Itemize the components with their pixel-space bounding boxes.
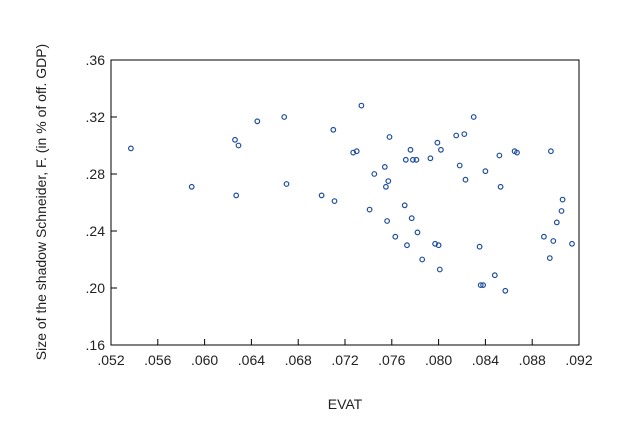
data-point bbox=[482, 168, 489, 175]
data-point bbox=[497, 183, 504, 190]
data-point bbox=[496, 152, 503, 159]
data-point bbox=[254, 118, 261, 125]
data-point bbox=[318, 192, 325, 199]
data-point bbox=[392, 233, 399, 240]
data-point bbox=[414, 229, 421, 236]
data-point bbox=[502, 287, 509, 294]
data-point bbox=[491, 272, 498, 279]
y-tick-label: .36 bbox=[86, 52, 106, 68]
data-point bbox=[569, 240, 575, 247]
y-tick-label: .16 bbox=[86, 337, 106, 353]
data-point bbox=[188, 183, 195, 190]
data-point bbox=[371, 171, 378, 177]
data-point bbox=[281, 114, 288, 120]
x-axis: .052 .056 .060 .064 .068 .072 .076 .080 .084 .088… bbox=[97, 339, 593, 368]
data-point bbox=[235, 142, 242, 149]
data-point bbox=[233, 192, 240, 199]
data-point bbox=[434, 139, 441, 146]
data-point bbox=[404, 242, 410, 249]
data-point bbox=[427, 155, 434, 162]
data-point bbox=[408, 215, 415, 222]
y-tick-label: .28 bbox=[86, 166, 106, 182]
data-point bbox=[550, 238, 557, 244]
data-point bbox=[402, 156, 409, 163]
data-point bbox=[366, 206, 373, 213]
data-point bbox=[413, 156, 420, 163]
data-point bbox=[419, 256, 426, 263]
data-point bbox=[480, 282, 487, 289]
data-point bbox=[331, 198, 338, 205]
data-point bbox=[558, 208, 565, 214]
data-point bbox=[435, 242, 442, 249]
data-points bbox=[127, 102, 575, 294]
data-point bbox=[127, 145, 134, 152]
x-tick-label: .068 bbox=[285, 352, 312, 368]
x-tick-label: .080 bbox=[425, 352, 452, 368]
x-tick-label: .072 bbox=[331, 352, 358, 368]
plot-area-frame bbox=[110, 59, 580, 346]
y-axis: .16 .20 .24 .28 .32 .36 bbox=[86, 52, 117, 353]
data-point bbox=[462, 176, 469, 183]
data-point bbox=[330, 126, 337, 133]
data-point bbox=[283, 181, 290, 187]
data-point bbox=[548, 148, 554, 155]
data-point bbox=[477, 282, 484, 289]
data-point bbox=[358, 102, 365, 109]
y-tick-label: .24 bbox=[86, 223, 106, 239]
x-tick-label: .056 bbox=[144, 352, 171, 368]
data-point bbox=[410, 156, 416, 163]
data-point bbox=[546, 255, 553, 262]
y-axis-title: Size of the shadow Schneider, F. (in % o… bbox=[33, 44, 49, 360]
data-point bbox=[385, 178, 392, 185]
x-tick-label: .076 bbox=[378, 352, 405, 368]
data-point bbox=[353, 148, 360, 155]
data-point bbox=[401, 202, 408, 209]
data-point bbox=[541, 233, 547, 240]
x-tick-label: .084 bbox=[472, 352, 499, 368]
x-tick-label: .092 bbox=[565, 352, 592, 368]
data-point bbox=[476, 243, 483, 250]
data-point bbox=[461, 131, 468, 138]
data-point bbox=[470, 114, 477, 120]
x-tick-label: .064 bbox=[238, 352, 265, 368]
x-axis-title: EVAT bbox=[328, 396, 363, 412]
y-tick-label: .32 bbox=[86, 109, 106, 125]
data-point bbox=[436, 266, 443, 273]
data-point bbox=[381, 163, 388, 170]
data-point bbox=[456, 162, 463, 169]
data-point bbox=[386, 134, 393, 140]
x-tick-label: .052 bbox=[97, 352, 124, 368]
data-point bbox=[383, 183, 389, 190]
data-point bbox=[453, 132, 460, 139]
data-point bbox=[232, 136, 238, 143]
x-tick-label: .060 bbox=[191, 352, 218, 368]
data-point bbox=[514, 149, 520, 156]
data-point bbox=[559, 196, 566, 203]
data-point bbox=[553, 219, 560, 226]
data-point bbox=[384, 218, 391, 224]
y-tick-label: .20 bbox=[86, 280, 106, 296]
x-tick-label: .088 bbox=[519, 352, 546, 368]
data-point bbox=[407, 146, 414, 153]
data-point bbox=[438, 146, 444, 153]
